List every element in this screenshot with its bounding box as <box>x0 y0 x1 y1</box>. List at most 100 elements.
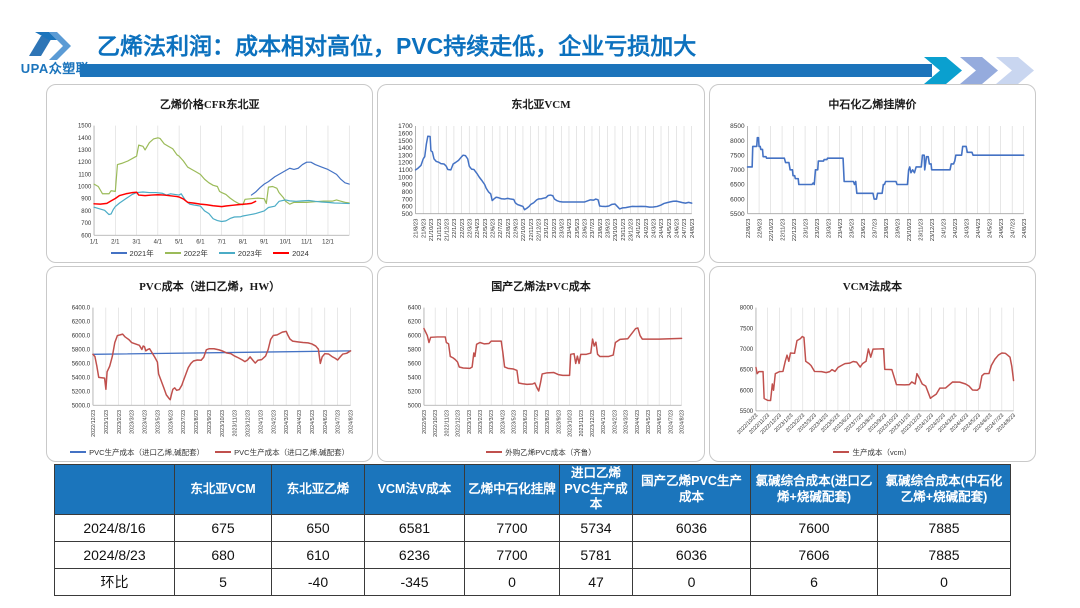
svg-text:22/4/23: 22/4/23 <box>475 219 481 238</box>
svg-text:1/1: 1/1 <box>90 240 99 246</box>
svg-text:23/7/23: 23/7/23 <box>872 219 878 238</box>
chart-legend: PVC生产成本（进口乙烯,碱配套） PVC生产成本（进口乙烯,碱配套） <box>50 447 369 460</box>
chart-title: PVC成本（进口乙烯，HW） <box>139 281 281 294</box>
legend-label: 2024 <box>292 248 309 258</box>
svg-text:2023/5/23: 2023/5/23 <box>155 410 161 434</box>
chart-title: 乙烯价格CFR东北亚 <box>159 99 260 112</box>
svg-text:22/10/23: 22/10/23 <box>521 219 527 241</box>
svg-text:5500: 5500 <box>739 409 753 415</box>
svg-text:8500: 8500 <box>730 124 745 131</box>
svg-text:5800.0: 5800.0 <box>72 348 91 354</box>
svg-text:24/5/23: 24/5/23 <box>987 219 993 238</box>
svg-text:6200: 6200 <box>408 320 422 326</box>
svg-text:23/6/23: 23/6/23 <box>860 219 866 238</box>
svg-text:2024/8/23: 2024/8/23 <box>680 410 686 434</box>
svg-text:800: 800 <box>81 209 92 215</box>
logo: UPA众塑联 <box>16 26 94 80</box>
table-cell: 650 <box>271 514 365 542</box>
svg-text:22/12/23: 22/12/23 <box>537 219 543 241</box>
svg-text:6000.0: 6000.0 <box>72 334 91 340</box>
svg-text:22/8/23: 22/8/23 <box>506 219 512 238</box>
svg-text:8/1: 8/1 <box>239 240 248 246</box>
svg-text:2023/5/23: 2023/5/23 <box>512 410 518 434</box>
table-cell: 6036 <box>632 541 751 569</box>
svg-text:2023/2/23: 2023/2/23 <box>478 410 484 434</box>
svg-text:6000: 6000 <box>730 197 745 204</box>
svg-text:1300: 1300 <box>399 153 414 160</box>
svg-text:2023/2/23: 2023/2/23 <box>117 410 123 434</box>
table-cell: 675 <box>174 514 272 542</box>
svg-text:6000: 6000 <box>408 334 422 340</box>
svg-text:1300: 1300 <box>78 148 92 154</box>
table-header-cell: 国产乙烯PVC生产成本 <box>632 464 751 515</box>
legend-label: PVC生产成本（进口乙烯,碱配套） <box>89 447 205 457</box>
legend-line-swatch <box>164 252 181 255</box>
svg-text:6500: 6500 <box>739 368 753 374</box>
svg-text:24/7/23: 24/7/23 <box>683 219 689 238</box>
logo-mark-icon <box>29 32 71 60</box>
page-title: 乙烯法利润：成本相对高位，PVC持续走低，企业亏损加大 <box>97 33 697 59</box>
header-chevron-icon <box>960 57 998 84</box>
table-cell: -345 <box>364 568 465 596</box>
svg-text:23/5/23: 23/5/23 <box>849 219 855 238</box>
svg-text:5500: 5500 <box>730 211 745 218</box>
svg-text:5600: 5600 <box>408 362 422 368</box>
legend-line-swatch <box>273 252 290 255</box>
legend-label: 外购乙烯PVC成本（齐鲁） <box>505 447 596 457</box>
svg-text:24/4/23: 24/4/23 <box>660 219 666 238</box>
title-underline-bar <box>80 64 932 77</box>
svg-text:2023/10/23: 2023/10/23 <box>568 410 574 437</box>
svg-text:1600: 1600 <box>399 131 414 138</box>
svg-text:21/10/23: 21/10/23 <box>429 219 435 241</box>
svg-text:7000: 7000 <box>739 347 753 353</box>
svg-text:24/1/23: 24/1/23 <box>941 219 947 238</box>
chart-title: VCM法成本 <box>842 281 902 294</box>
svg-text:23/12/23: 23/12/23 <box>629 219 635 241</box>
svg-text:23/1/23: 23/1/23 <box>803 219 809 238</box>
svg-text:23/11/23: 23/11/23 <box>918 219 924 241</box>
ethylene-cfr-plot: 600 700 800 900 1000 1100 1200 1300 1400 1500 1/1 2… <box>78 124 350 246</box>
legend-label: 2021年 <box>129 248 154 258</box>
legend-item: 外购乙烯PVC成本（齐鲁） <box>486 447 596 457</box>
chart-panel-nea-vcm: 东北亚VCM 500 600 700 800 900 1000 1100 1200 1300 14… <box>377 84 705 263</box>
legend-line-swatch <box>486 451 503 454</box>
svg-text:1000: 1000 <box>78 185 92 191</box>
table-row-label: 环比 <box>54 568 175 596</box>
table-header-cell: VCM法V成本 <box>364 464 465 515</box>
svg-text:24/4/23: 24/4/23 <box>976 219 982 238</box>
legend-item: 生产成本（vcm） <box>833 448 911 457</box>
table-header-cell: 氯碱综合成本(进口乙烯+烧碱配套) <box>750 464 878 515</box>
svg-text:2022/12/23: 2022/12/23 <box>456 410 462 437</box>
table-header-cell: 氯碱综合成本(中石化乙烯+烧碱配套) <box>877 464 1011 515</box>
svg-text:2024/4/23: 2024/4/23 <box>635 410 641 434</box>
svg-text:23/9/23: 23/9/23 <box>606 219 612 238</box>
svg-text:2024/1/23: 2024/1/23 <box>258 410 264 434</box>
svg-text:22/11/23: 22/11/23 <box>780 219 786 241</box>
svg-text:2023/8/23: 2023/8/23 <box>546 410 552 434</box>
svg-text:4/1: 4/1 <box>154 240 163 246</box>
svg-text:2024/2/23: 2024/2/23 <box>613 410 619 434</box>
svg-text:24/8/23: 24/8/23 <box>690 219 696 238</box>
svg-text:6/1: 6/1 <box>196 240 205 246</box>
svg-text:1700: 1700 <box>399 124 414 131</box>
svg-text:22/2/23: 22/2/23 <box>460 219 466 238</box>
svg-text:21/12/23: 21/12/23 <box>445 219 451 241</box>
svg-text:1100: 1100 <box>399 167 413 174</box>
svg-text:700: 700 <box>402 197 413 204</box>
chart-legend: 2021年 2022年 2023年 2024 <box>50 248 369 261</box>
svg-text:1500: 1500 <box>78 124 92 130</box>
sinopec-listing-plot: 5500 6000 6500 7000 7500 8000 8500 22/8/23 22/9/… <box>730 124 1028 242</box>
svg-text:2023/9/23: 2023/9/23 <box>557 410 563 434</box>
chart-panel-ethylene-cfr: 乙烯价格CFR东北亚 600 700 800 900 1000 1100 1200 1300 1… <box>46 84 374 263</box>
svg-text:1100: 1100 <box>78 173 92 179</box>
svg-text:2023/6/23: 2023/6/23 <box>523 410 529 434</box>
svg-text:1000: 1000 <box>399 175 414 182</box>
svg-text:22/7/23: 22/7/23 <box>498 219 504 238</box>
svg-text:23/2/23: 23/2/23 <box>552 219 558 238</box>
svg-text:2024/1/23: 2024/1/23 <box>602 410 608 434</box>
svg-text:24/3/23: 24/3/23 <box>964 219 970 238</box>
table-cell: 7885 <box>877 541 1011 569</box>
domestic-ethylene-pvc-plot: 5000 5200 5400 5600 5800 6000 6200 6400 2022/9/2… <box>408 306 686 437</box>
svg-text:24/6/23: 24/6/23 <box>999 219 1005 238</box>
chart-panel-vcm-method-cost: VCM法成本 5500 6000 6500 7000 7500 8000 2022/10/2… <box>708 266 1036 462</box>
